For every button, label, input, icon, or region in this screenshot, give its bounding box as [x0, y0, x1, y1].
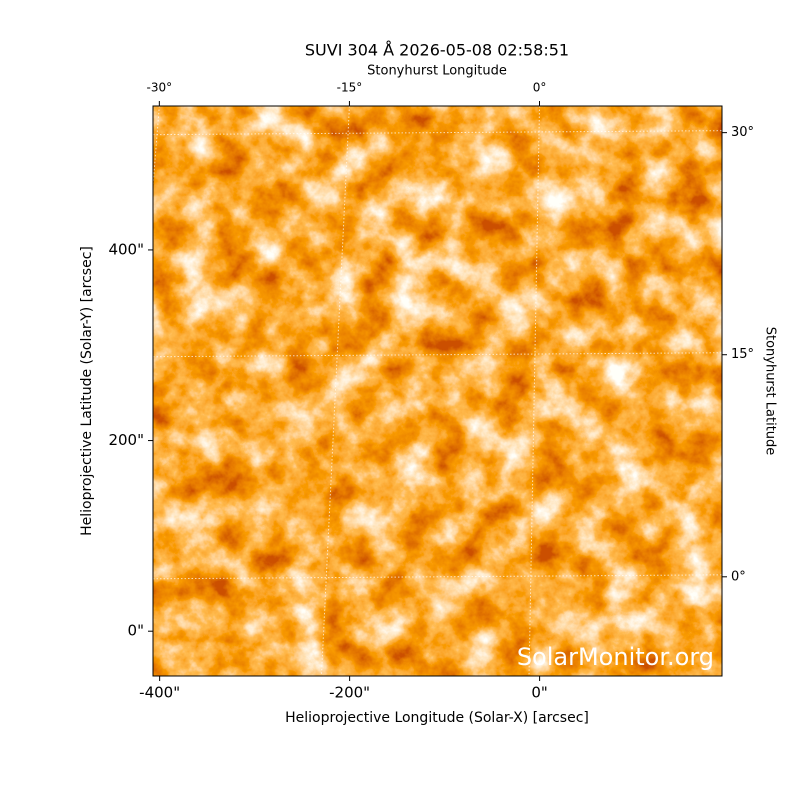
x2-tick-label: -15° [337, 81, 363, 95]
y-tick-label: 0" [128, 622, 144, 640]
x-tick-label: 0" [531, 684, 547, 702]
x2-tick-label: 0° [533, 81, 547, 95]
y-axis-label: Helioprojective Latitude (Solar-Y) [arcs… [79, 246, 95, 536]
grid-line [153, 574, 722, 580]
plot-frame [152, 105, 723, 677]
y2-tick-label: 15° [731, 347, 754, 362]
grid-line [528, 106, 541, 676]
y2-axis-label: Stonyhurst Latitude [763, 327, 778, 456]
x-axis-label: Helioprojective Longitude (Solar-X) [arc… [285, 710, 589, 726]
y-tick-label: 400" [108, 240, 144, 258]
grid-line [153, 130, 722, 136]
chart-title: SUVI 304 Å 2026-05-08 02:58:51 [305, 41, 569, 60]
watermark: SolarMonitor.org [517, 643, 714, 671]
y-tick-label: 200" [108, 431, 144, 449]
solar-image [153, 106, 722, 676]
grid-line [153, 352, 722, 358]
x-tick-label: -400" [139, 684, 180, 702]
x2-tick-label: -30° [147, 81, 173, 95]
grid-line [320, 106, 350, 676]
x2-axis-label: Stonyhurst Longitude [367, 64, 507, 79]
y2-tick-label: 30° [731, 125, 754, 140]
y2-tick-label: 0° [731, 569, 746, 584]
x-tick-label: -200" [329, 684, 370, 702]
